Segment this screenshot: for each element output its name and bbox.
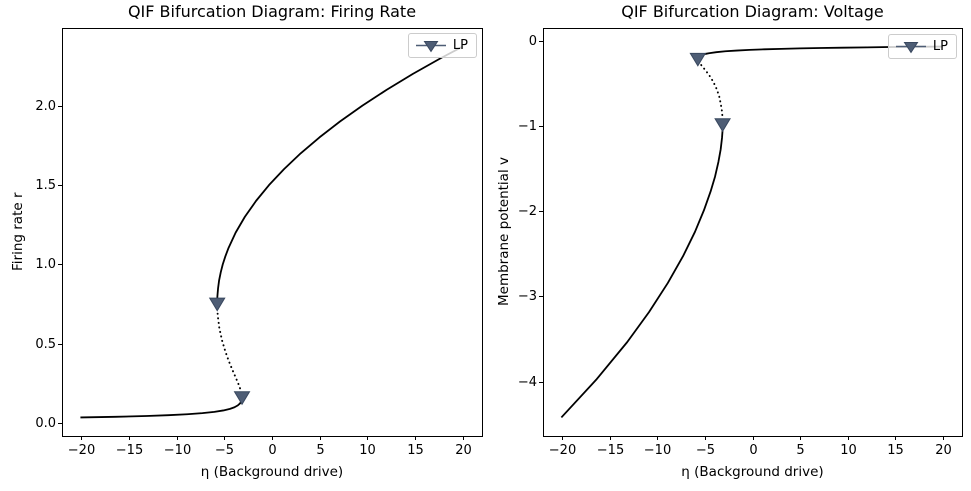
x-tick-label: 5	[796, 443, 805, 458]
left-chart-title: QIF Bifurcation Diagram: Firing Rate	[127, 2, 417, 21]
curve-stable-lower-branch	[560, 124, 724, 419]
y-tick-label: −3	[517, 288, 537, 304]
x-tick-label: 15	[407, 443, 424, 458]
y-tick-label: 2.0	[35, 98, 56, 114]
x-tick-label: 15	[887, 443, 904, 458]
right-chart-title: QIF Bifurcation Diagram: Voltage	[621, 2, 884, 21]
x-tick-label: 0	[268, 443, 277, 458]
x-tick-label: 0	[749, 443, 758, 458]
curve-stable-upper-branch	[216, 45, 464, 304]
y-tick-label: 1.0	[35, 256, 56, 272]
y-tick-label: 1.5	[35, 177, 56, 193]
lp-marker	[233, 391, 251, 406]
x-tick-label: −20	[67, 443, 96, 458]
left-y-axis-label: Firing rate r	[10, 192, 26, 272]
x-tick-label: −10	[163, 443, 192, 458]
axes-spines	[62, 28, 483, 437]
x-tick-label: 5	[316, 443, 325, 458]
y-tick-label: −4	[517, 374, 537, 390]
x-tick-label: −20	[548, 443, 577, 458]
lp-marker	[689, 52, 707, 67]
lp-marker-icon	[895, 42, 926, 54]
y-tick-label: 0.5	[35, 336, 56, 352]
left-legend: LP	[407, 33, 477, 58]
left-x-axis-label: η (Background drive)	[200, 464, 344, 480]
lp-marker	[208, 297, 226, 312]
x-tick-label: 10	[840, 443, 857, 458]
left-legend-label: LP	[452, 37, 468, 53]
right-legend: LP	[887, 34, 957, 59]
curve-unstable-middle-branch	[696, 57, 724, 126]
x-tick-label: 10	[359, 443, 376, 458]
lp-marker-icon	[415, 41, 446, 53]
x-tick-label: 20	[455, 443, 472, 458]
x-tick-label: −5	[695, 443, 716, 458]
y-tick-label: 0	[528, 33, 537, 49]
y-tick-label: 0.0	[35, 415, 56, 431]
curve-unstable-middle-branch	[216, 302, 243, 399]
lp-marker	[714, 118, 731, 133]
axes-spines	[543, 28, 963, 437]
x-tick-label: 20	[935, 443, 952, 458]
right-x-axis-label: η (Background drive)	[681, 464, 824, 480]
right-legend-label: LP	[932, 38, 948, 54]
x-tick-label: −10	[643, 443, 672, 458]
x-tick-label: −15	[596, 443, 625, 458]
x-tick-label: −15	[115, 443, 144, 458]
y-tick-label: −2	[517, 203, 537, 219]
curve-stable-lower-branch	[80, 397, 243, 419]
x-tick-label: −5	[214, 443, 235, 458]
y-tick-label: −1	[517, 118, 537, 134]
